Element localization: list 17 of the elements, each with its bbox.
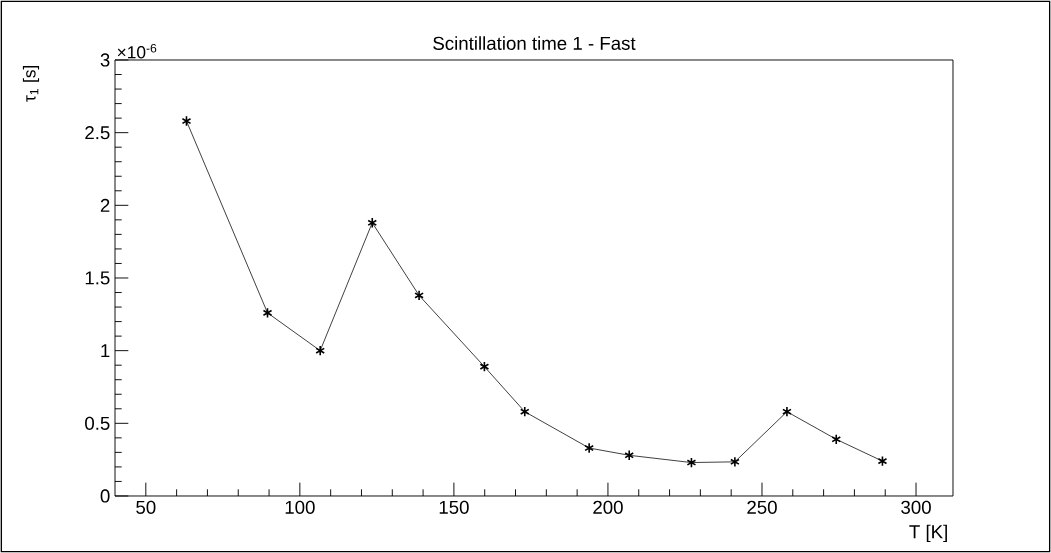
x-tick-label: 250 bbox=[747, 500, 777, 514]
x-tick-label: 150 bbox=[439, 500, 469, 514]
y-tick-label: 3 bbox=[100, 53, 110, 67]
x-tick-label: 300 bbox=[901, 500, 931, 514]
y-tick-label: 1.5 bbox=[85, 271, 110, 285]
x-tick-label: 50 bbox=[136, 500, 156, 514]
chart-title: Scintillation time 1 - Fast bbox=[433, 36, 636, 50]
y-tick-label: 2.5 bbox=[85, 126, 110, 140]
x-tick-label: 200 bbox=[593, 500, 623, 514]
y-tick-label: 2 bbox=[100, 198, 110, 212]
y-tick-label: 0 bbox=[100, 489, 110, 503]
y-tick-label: 1 bbox=[101, 344, 110, 358]
y-axis-title: τ$_{1}$ [s] bbox=[22, 65, 40, 102]
x-tick-label: 100 bbox=[285, 500, 315, 514]
x-axis-title: T [K] bbox=[909, 524, 947, 543]
text: ×10$^{-6}$ bbox=[117, 43, 157, 59]
y-tick-label: 0.5 bbox=[85, 416, 110, 430]
